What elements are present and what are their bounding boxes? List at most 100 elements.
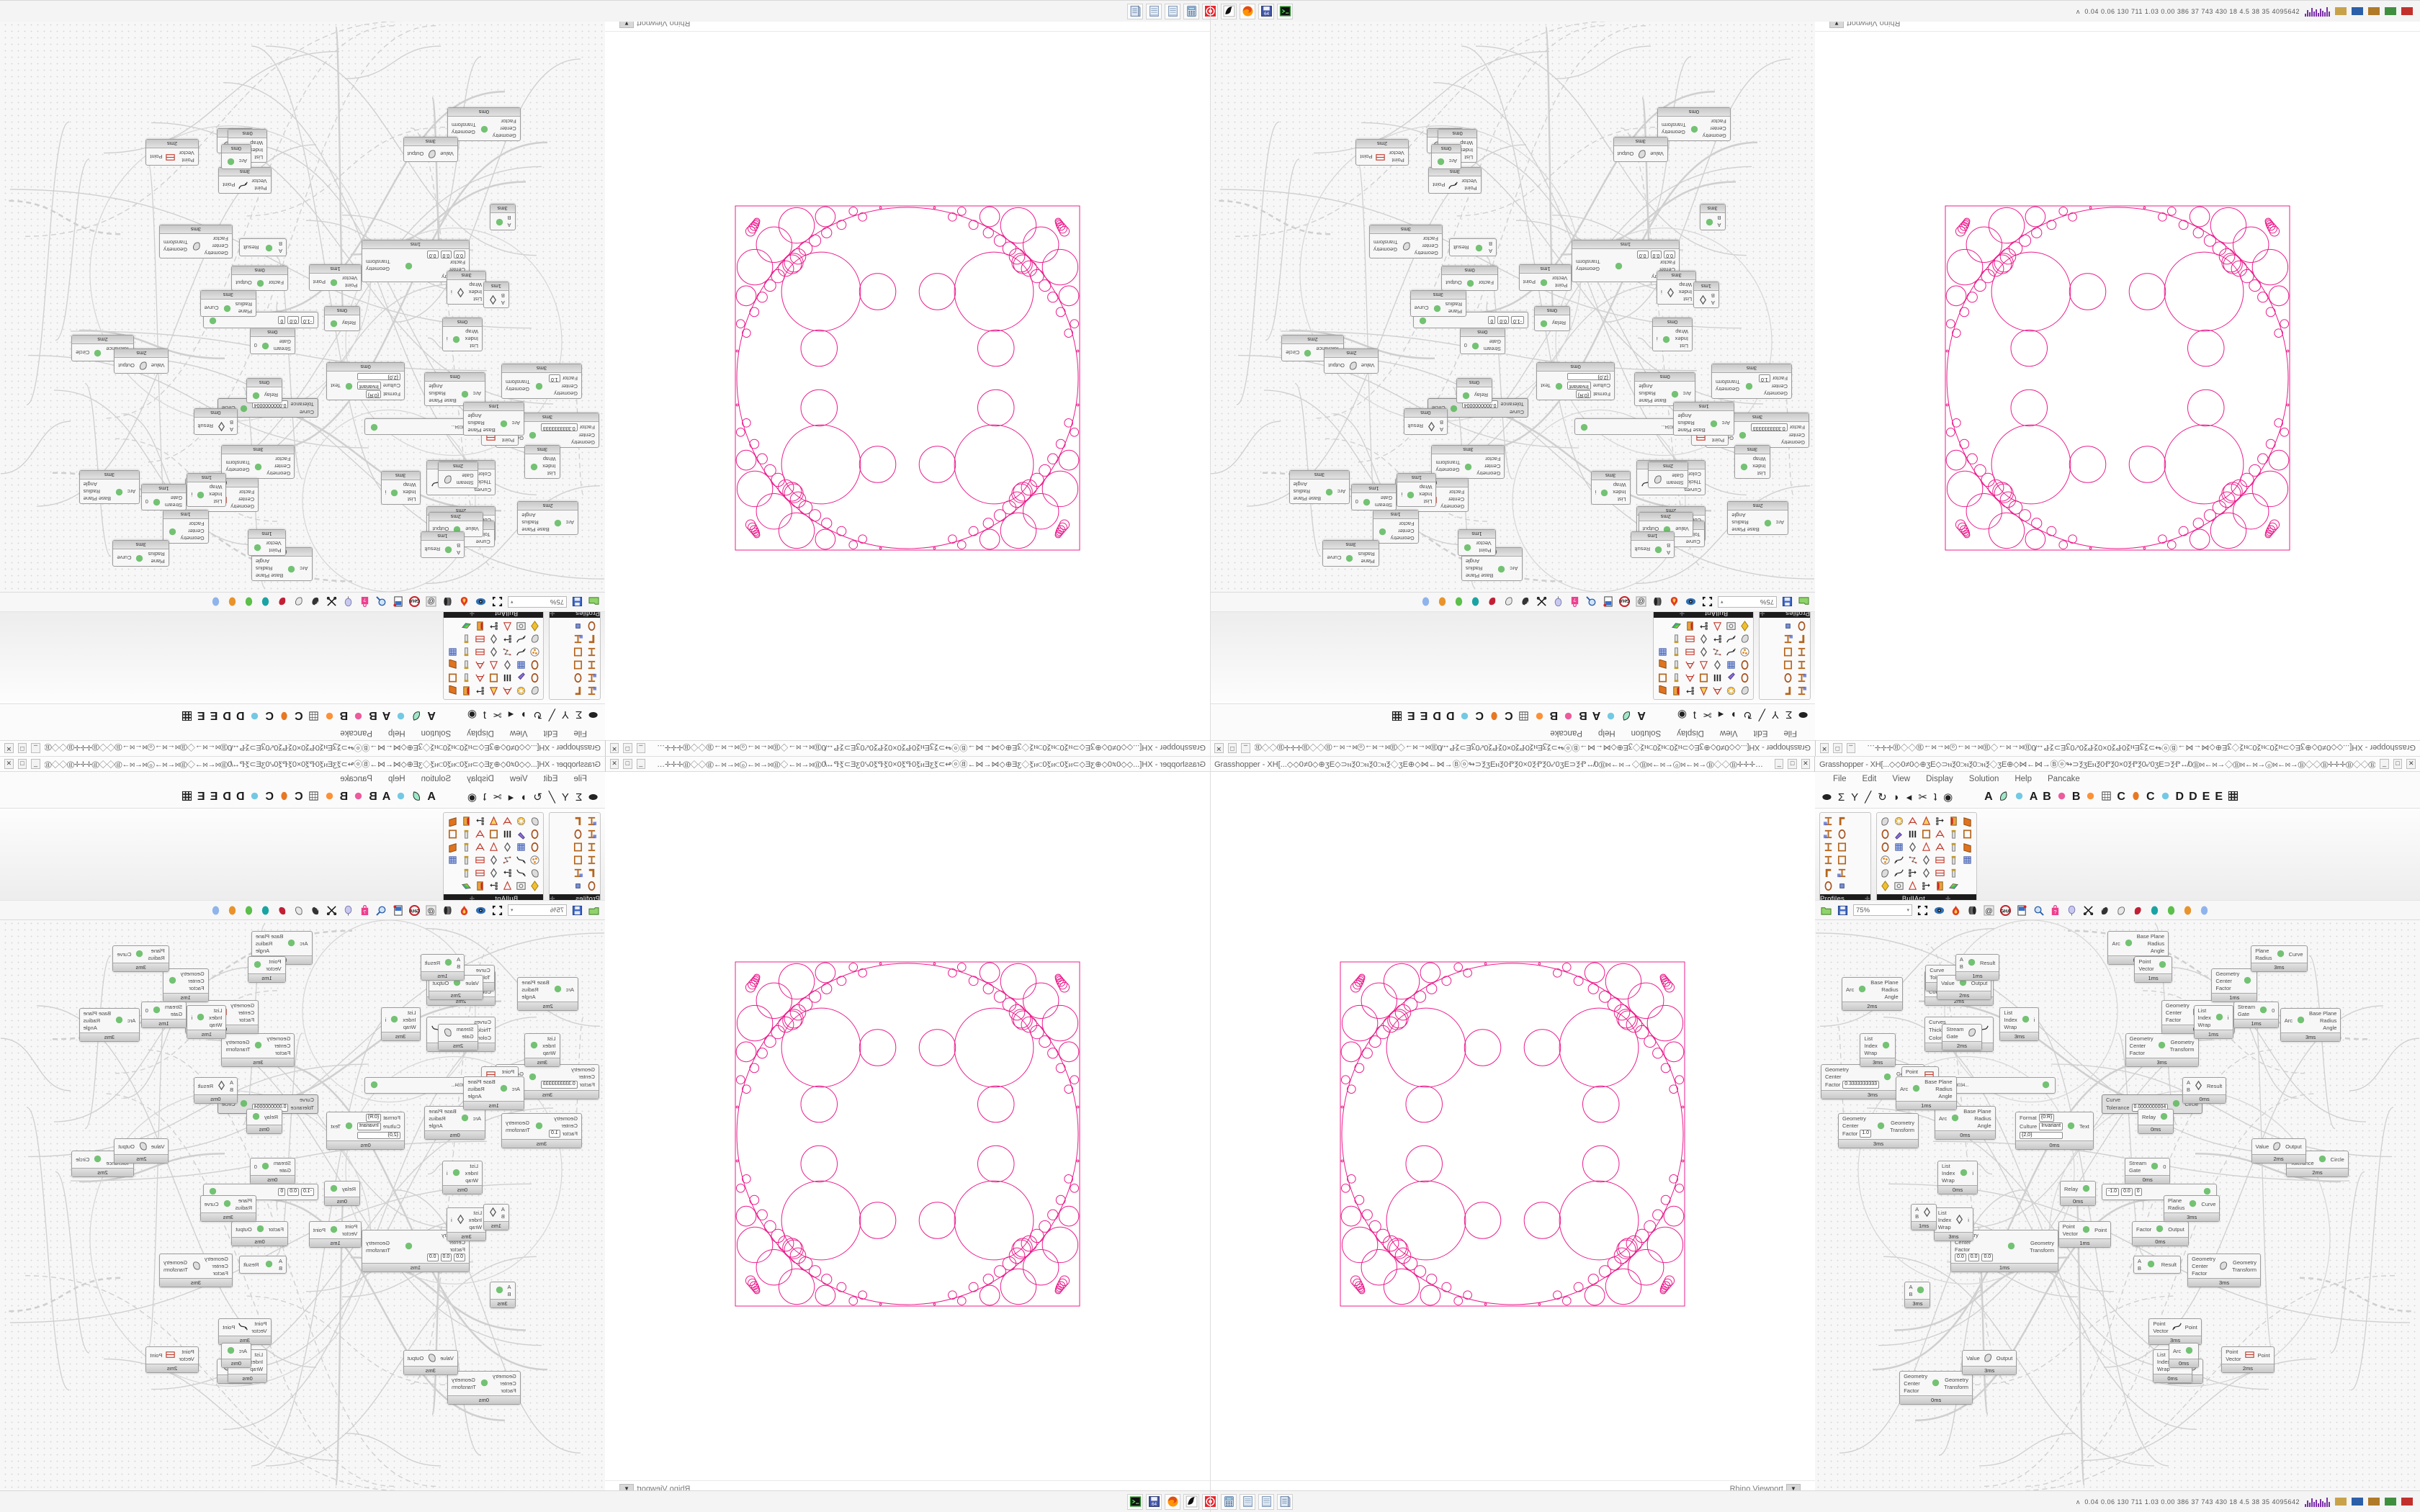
truss-v-icon[interactable]	[474, 841, 486, 853]
menu-item-help[interactable]: Help	[1597, 729, 1615, 737]
gh-input-param[interactable]: Stream	[1666, 480, 1683, 486]
gh-input-param[interactable]: B	[230, 1086, 233, 1093]
gh-output-param[interactable]: Radius	[1639, 390, 1656, 397]
gh-param-value[interactable]: 0.3333333333	[540, 1081, 578, 1089]
gh-component[interactable]: Arc 0ms	[220, 1343, 252, 1369]
menu-item-help[interactable]: Help	[2015, 775, 2033, 783]
gh-param-value[interactable]: {0:R}	[365, 1114, 382, 1122]
gh-minimize-button[interactable]: _	[1241, 743, 1250, 754]
menu-item-solution[interactable]: Solution	[1631, 729, 1662, 737]
table-icon[interactable]	[1684, 646, 1696, 658]
ribbon-tab-d-14[interactable]: D	[223, 709, 231, 721]
gh-output-param[interactable]: Base Plane	[1924, 1078, 1953, 1085]
taskbar-notepad-icon[interactable]	[1146, 3, 1162, 19]
gh-output-param[interactable]: Radius	[83, 488, 100, 495]
gh-component[interactable]: Arc Base Plane Radius Angle 3ms	[2280, 1007, 2341, 1042]
constellation-icon[interactable]	[1711, 646, 1724, 658]
rhino-viewport[interactable]: Rhino Viewport ▼	[1815, 16, 2420, 740]
scissors-cross-icon[interactable]	[326, 596, 338, 608]
balloon-icon[interactable]	[342, 596, 354, 608]
gh-component[interactable]: List Index Wrap 3ms	[1860, 1033, 1896, 1067]
gh-vector-z[interactable]: 0.0	[426, 251, 439, 258]
gh-component[interactable]: List Index Wrap 3ms	[1734, 445, 1770, 479]
gh-extra-value[interactable]: {2,0}	[2020, 1131, 2063, 1140]
teal-gem-icon[interactable]	[1469, 596, 1482, 608]
photo-icon[interactable]	[1893, 880, 1905, 892]
teal-gem-icon[interactable]	[2148, 904, 2161, 917]
gh-input-param[interactable]: Index	[1942, 1170, 1955, 1176]
taskbar-terminal-icon[interactable]	[1277, 3, 1293, 19]
gh-vector-z[interactable]: 0	[2134, 1188, 2142, 1196]
gh-input-param[interactable]: Vector	[1476, 540, 1491, 546]
gh-component[interactable]: List Index Wrap i 3ms	[1999, 1007, 2040, 1041]
sphere-dots-icon[interactable]	[1879, 854, 1891, 866]
gh-input-param[interactable]: Arc	[127, 1017, 135, 1024]
gh-input-param[interactable]: List	[465, 343, 478, 349]
gh-component[interactable]: A B Result	[239, 238, 287, 256]
gh-output-param[interactable]: i	[1657, 336, 1658, 342]
fold-icon[interactable]	[447, 685, 459, 697]
cone-red-icon[interactable]	[488, 659, 500, 671]
gh-component[interactable]: A B Result 0ms	[1403, 408, 1448, 436]
gh-component[interactable]: Relay 0ms	[1456, 378, 1492, 403]
gh-input-param[interactable]: Plane	[2255, 948, 2272, 954]
frame-red-icon[interactable]	[1657, 672, 1669, 684]
gh-component[interactable]: Point Vector Point 1ms	[308, 264, 362, 292]
gh-component[interactable]: List Index Wrap i 3ms	[380, 1007, 421, 1041]
gh-input-param[interactable]: A	[457, 956, 460, 963]
gh-input-param[interactable]: Point	[2153, 1320, 2168, 1327]
gh-component[interactable]: 0.0272276870288034...	[1574, 418, 1711, 435]
gh-input-param[interactable]: Arc	[127, 488, 135, 495]
wrench-icon[interactable]	[1948, 841, 1960, 853]
zoom-level-input[interactable]: 75% ▾	[1853, 904, 1912, 916]
wrench-icon[interactable]	[460, 854, 472, 866]
oval-ring-icon[interactable]	[586, 620, 598, 632]
gh-input-param[interactable]: Geometry	[2166, 1002, 2190, 1009]
gh-component[interactable]: CurveToleranceCircle2ms	[71, 334, 134, 361]
gh-output-param[interactable]: Result	[197, 1082, 213, 1089]
stone-dark-icon[interactable]	[2099, 904, 2111, 917]
ibeam-blue-icon[interactable]	[1836, 867, 1848, 879]
gh-vector-z[interactable]: 0	[1488, 316, 1496, 324]
photo-icon[interactable]	[515, 880, 527, 892]
gh-input-param[interactable]: Plane	[1446, 308, 1462, 315]
gh-output-param[interactable]: Transform	[2232, 1266, 2257, 1274]
gh-component[interactable]: GeometryCenterFactor0.00.00.0GeometryTra…	[362, 240, 470, 282]
gh-component[interactable]: Value Output 2ms	[2251, 1138, 2306, 1164]
gh-input-param[interactable]: Geometry	[2130, 1035, 2154, 1042]
gh-vector-y[interactable]: 0.0	[2121, 1188, 2133, 1196]
dot-path-icon[interactable]	[1711, 633, 1724, 645]
wrench-icon[interactable]	[460, 646, 472, 658]
gh-component[interactable]: Point Vector Point 2ms	[145, 139, 199, 166]
curve-icon[interactable]	[515, 867, 527, 879]
gh-input-param[interactable]: Vector	[2063, 1230, 2078, 1237]
gh-component[interactable]: Arc Base Plane Radius Angle 1ms	[463, 1076, 525, 1110]
gh-output-param[interactable]: Geometry	[2233, 1259, 2257, 1266]
table-icon[interactable]	[474, 646, 486, 658]
gh-output-param[interactable]: Geometry	[366, 1239, 390, 1246]
ribbon-glyph-3[interactable]: ╱	[1758, 708, 1765, 721]
orange-oval-icon[interactable]	[1489, 708, 1500, 721]
gh-output-param[interactable]: Radius	[255, 940, 273, 948]
gold-gem-icon[interactable]	[1879, 880, 1891, 892]
gh-close-button[interactable]: ✕	[1214, 743, 1224, 754]
gh-component[interactable]: Format {0:R} Culture Invariant {2,0} Text 0ms	[326, 1112, 405, 1151]
gh-component[interactable]: Plane Radius Curve 3ms	[1322, 539, 1379, 567]
bracket-icon[interactable]	[1836, 815, 1848, 827]
gh-component[interactable]: A B 3ms	[1699, 204, 1726, 231]
fold-icon[interactable]	[447, 815, 459, 827]
gh-component[interactable]: A B Result 0ms	[193, 1076, 238, 1104]
gh-output-param[interactable]: i	[2227, 1014, 2229, 1021]
gh-component[interactable]: Value Output 2ms	[1324, 348, 1379, 374]
gh-output-param[interactable]: Transform	[1944, 1383, 1969, 1390]
taskbar-notepad-alt-icon[interactable]	[1277, 1493, 1293, 1510]
gh-input-param[interactable]: Index	[403, 489, 416, 495]
gh-component[interactable]: A B Result 0ms	[2182, 1076, 2227, 1104]
extrude-icon[interactable]	[442, 596, 454, 608]
gold-gem-icon[interactable]	[529, 880, 541, 892]
gh-vector-x[interactable]: -1.0	[1510, 316, 1524, 324]
gh-input-param[interactable]: Factor	[1415, 235, 1438, 242]
gh-component[interactable]: 0.0272276870288034...	[364, 1077, 501, 1094]
gh-component[interactable]: Geometry Center Factor 1.0 Geometry Transform…	[501, 1113, 582, 1148]
